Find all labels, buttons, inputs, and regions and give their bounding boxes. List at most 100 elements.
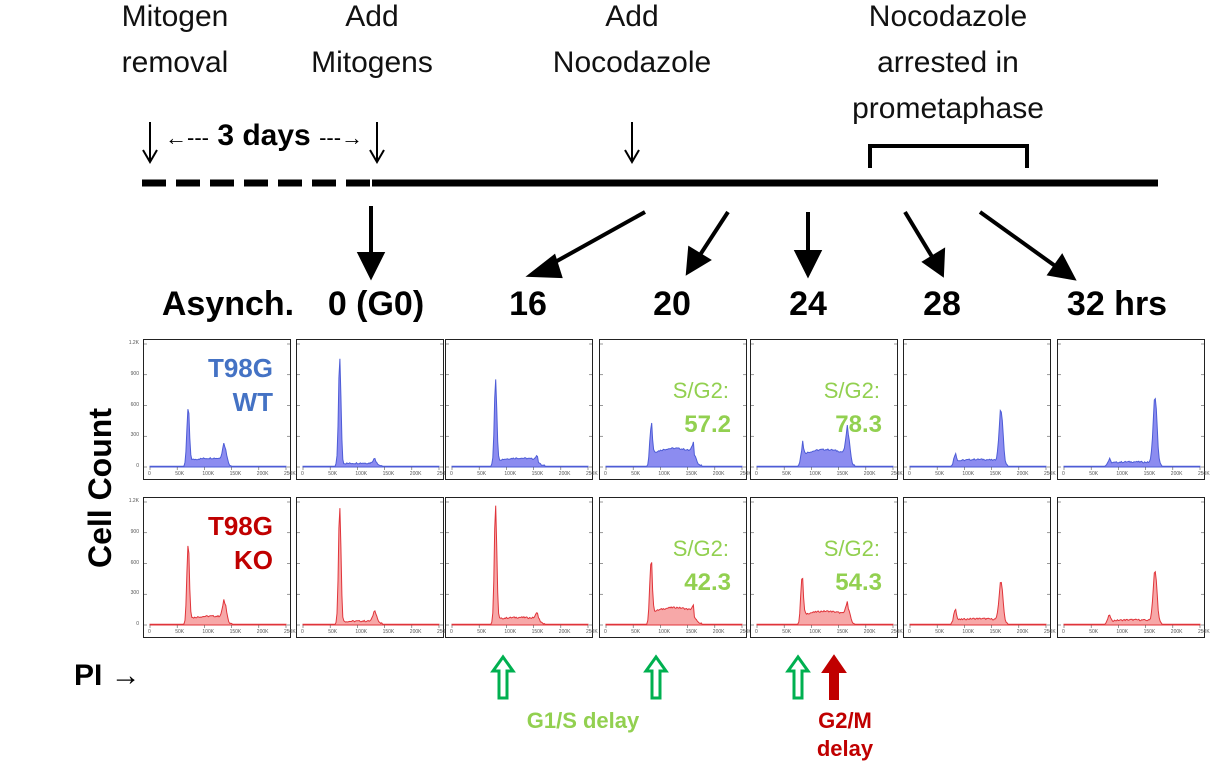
header-add-mitogens: Add Mitogens	[311, 0, 433, 79]
sg2-value: 54.3	[835, 569, 882, 596]
x-tick-label: 0	[148, 471, 151, 477]
cell-line-label-ko: T98G KO	[207, 511, 273, 575]
x-tick-label: 0	[450, 471, 453, 477]
x-tick-label: 0	[1062, 629, 1065, 635]
x-tick-label: 250K	[1044, 629, 1056, 635]
x-tick-label: 50K	[477, 629, 487, 635]
histogram-curve	[451, 379, 589, 468]
x-tick-label: 150K	[382, 629, 395, 635]
sample-arrow-32	[978, 210, 1077, 281]
timepoint-32: 32 hrs	[1066, 285, 1168, 323]
x-tick-label: 50K	[175, 471, 185, 477]
g2m-arrow-24	[821, 654, 847, 700]
histogram-ko-6	[1058, 501, 1204, 628]
histogram-panel-wt-1: 0 50K 100K 150K 200K 250K	[296, 339, 449, 480]
x-tick-label: 100K	[1116, 629, 1129, 635]
header-add-nocodazole: Add Nocodazole	[552, 0, 712, 79]
x-tick-label: 250K	[1198, 471, 1210, 477]
x-tick-label: 200K	[1016, 471, 1029, 477]
histogram-ko-4	[751, 501, 897, 628]
cell-line-label-wt: T98G WT	[207, 353, 273, 417]
x-tick-label: 250K	[437, 629, 449, 635]
sg2-value: 42.3	[684, 569, 731, 596]
histogram-ko-5	[904, 501, 1050, 628]
histogram-wt-3	[600, 343, 746, 470]
x-tick-label: 100K	[202, 471, 215, 477]
histogram-curve	[756, 577, 894, 626]
x-tick-label: 50K	[1089, 629, 1099, 635]
sg2-value: 57.2	[684, 411, 731, 438]
y-tick-label: 900	[130, 370, 139, 377]
header-mitogen-removal: Mitogen removal	[121, 0, 229, 79]
x-tick-label: 200K	[712, 471, 725, 477]
prometaphase-bracket	[868, 144, 1029, 168]
x-tick-label: 200K	[256, 471, 269, 477]
duration-left-arrow: ←---	[165, 125, 209, 150]
x-tick-label: 100K	[1116, 471, 1129, 477]
duration-text: 3 days	[217, 119, 311, 152]
x-tick-label: 200K	[863, 629, 876, 635]
x-tick-label: 100K	[355, 629, 368, 635]
histogram-ko-0	[144, 501, 290, 628]
x-tick-label: 200K	[1170, 471, 1183, 477]
x-tick-label: 250K	[437, 471, 449, 477]
sample-arrow-24	[793, 212, 823, 279]
x-tick-label: 200K	[1170, 629, 1183, 635]
histogram-panel-wt-0: 0 50K 100K 150K 200K 250K	[143, 339, 296, 480]
x-tick-label: 250K	[891, 629, 903, 635]
y-tick-label: 900	[130, 528, 139, 535]
x-tick-label: 150K	[1143, 471, 1156, 477]
x-tick-label: 200K	[409, 629, 422, 635]
x-tick-label: 100K	[658, 471, 671, 477]
sample-arrow-20	[685, 210, 730, 276]
pi-arrow: →	[110, 659, 141, 692]
histogram-wt-2	[446, 343, 592, 470]
histogram-wt-6	[1058, 343, 1204, 470]
x-tick-label: 100K	[504, 471, 517, 477]
histogram-curve	[909, 581, 1047, 626]
sample-arrow-28	[903, 210, 946, 278]
x-tick-label: 50K	[782, 471, 792, 477]
x-tick-label: 0	[604, 471, 607, 477]
x-tick-label: 150K	[229, 629, 242, 635]
x-tick-label: 100K	[809, 471, 822, 477]
x-tick-label: 100K	[658, 629, 671, 635]
histogram-panel-ko-4: 0 50K 100K 150K 200K 250K	[750, 497, 903, 638]
x-tick-label: 150K	[531, 629, 544, 635]
x-tick-label: 250K	[740, 471, 752, 477]
x-tick-label: 50K	[782, 629, 792, 635]
x-tick-label: 150K	[836, 471, 849, 477]
histogram-panel-wt-6: 0 50K 100K 150K 200K 250K	[1057, 339, 1210, 480]
histogram-curve	[149, 545, 287, 626]
x-tick-label: 200K	[712, 629, 725, 635]
histogram-curve	[302, 358, 440, 468]
x-tick-label: 250K	[740, 629, 752, 635]
histogram-curve	[756, 424, 894, 468]
x-tick-label: 50K	[477, 471, 487, 477]
histogram-panel-ko-3: 0 50K 100K 150K 200K 250K	[599, 497, 752, 638]
y-tick-label: 1.2K	[128, 498, 139, 504]
histogram-panel-ko-0: 0 50K 100K 150K 200K 250K	[143, 497, 296, 638]
y-tick-label: 600	[130, 401, 139, 408]
x-tick-label: 200K	[558, 471, 571, 477]
x-tick-label: 150K	[989, 471, 1002, 477]
x-tick-label: 100K	[504, 629, 517, 635]
timepoint-24: 24	[789, 285, 827, 323]
x-tick-label: 200K	[558, 629, 571, 635]
histogram-ko-2	[446, 501, 592, 628]
x-tick-label: 150K	[382, 471, 395, 477]
x-tick-label: 50K	[328, 471, 338, 477]
x-tick-label: 150K	[1143, 629, 1156, 635]
timepoint-28: 28	[923, 285, 961, 323]
timepoint-20: 20	[653, 285, 691, 323]
x-tick-label: 250K	[284, 471, 296, 477]
sg2-label: S/G2:	[823, 378, 880, 403]
x-tick-label: 0	[301, 629, 304, 635]
x-tick-label: 100K	[809, 629, 822, 635]
x-tick-label: 150K	[685, 471, 698, 477]
add-nocodazole-arrow	[624, 122, 640, 164]
x-tick-label: 200K	[863, 471, 876, 477]
x-tick-label: 50K	[175, 629, 185, 635]
g1s-arrow-16	[490, 654, 516, 700]
x-tick-label: 250K	[284, 629, 296, 635]
